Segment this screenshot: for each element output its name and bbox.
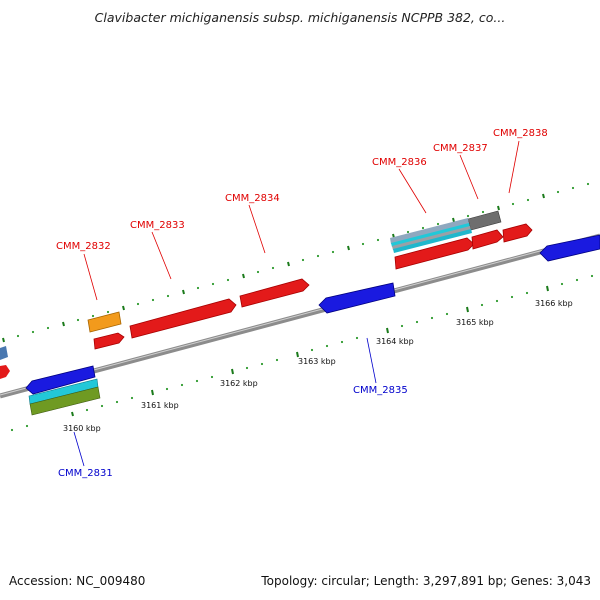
gene-arrow-cmm-2832[interactable] <box>93 332 125 350</box>
scale-label-group: 3160 kbp 3161 kbp 3162 kbp 3163 kbp 3164… <box>63 299 573 433</box>
scale-label: 3160 kbp <box>63 424 101 433</box>
gene-label-cmm-2837[interactable]: CMM_2837 <box>433 143 488 154</box>
reverse-label-group: CMM_2831 CMM_2835 <box>58 385 408 479</box>
orange-feature[interactable] <box>87 311 122 333</box>
grey-blue-feature[interactable] <box>390 218 469 244</box>
scale-label: 3162 kbp <box>220 379 258 388</box>
gene-arrow-cmm-2838[interactable] <box>502 223 533 243</box>
gene-arrow-cmm-2835[interactable] <box>318 282 396 314</box>
gene-label-cmm-2835[interactable]: CMM_2835 <box>353 385 408 396</box>
olive-feature[interactable] <box>29 386 101 416</box>
gene-label-cmm-2832[interactable]: CMM_2832 <box>56 241 111 252</box>
gene-label-cmm-2836[interactable]: CMM_2836 <box>372 157 427 168</box>
forward-features <box>0 210 533 379</box>
gene-label-cmm-2831[interactable]: CMM_2831 <box>58 468 113 479</box>
reverse-scale-ticks <box>71 285 549 417</box>
gene-label-cmm-2834[interactable]: CMM_2834 <box>225 193 280 204</box>
gene-arrow-cmm-2831[interactable] <box>25 365 96 395</box>
grey-feature[interactable] <box>467 210 502 231</box>
accession-text: Accession: NC_009480 <box>9 574 146 588</box>
forward-label-group: CMM_2832 CMM_2833 CMM_2834 CMM_2836 CMM_… <box>56 128 548 252</box>
scale-label: 3166 kbp <box>535 299 573 308</box>
reverse-scale-dots <box>10 274 594 432</box>
gene-label-cmm-2833[interactable]: CMM_2833 <box>130 220 185 231</box>
genome-backbone-highlight <box>0 234 600 396</box>
forward-scale-dots <box>16 182 590 338</box>
genome-summary-text: Topology: circular; Length: 3,297,891 bp… <box>261 574 591 588</box>
forward-leaders <box>83 140 520 301</box>
genome-backbone <box>0 233 600 399</box>
cyan-feature-2[interactable] <box>393 229 472 253</box>
gene-arrow-cmm-2833[interactable] <box>129 298 237 339</box>
scale-label: 3163 kbp <box>298 357 336 366</box>
partial-blue-feature-right[interactable] <box>539 234 600 262</box>
grey-feature-2[interactable] <box>392 226 471 250</box>
map-title: Clavibacter michiganensis subsp. michiga… <box>94 10 506 25</box>
gene-arrow-cmm-2836[interactable] <box>394 237 475 270</box>
reverse-features <box>25 234 600 416</box>
gene-label-cmm-2838[interactable]: CMM_2838 <box>493 128 548 139</box>
scale-label: 3164 kbp <box>376 337 414 346</box>
scale-label: 3165 kbp <box>456 318 494 327</box>
partial-red-feature-left[interactable] <box>0 365 10 379</box>
scale-label: 3161 kbp <box>141 401 179 410</box>
cyan-feature-1[interactable] <box>391 223 470 247</box>
partial-blue-feature-left[interactable] <box>0 346 8 360</box>
gene-arrow-cmm-2837[interactable] <box>471 229 504 250</box>
gene-arrow-cmm-2834[interactable] <box>239 278 310 308</box>
reverse-leaders <box>73 337 377 467</box>
